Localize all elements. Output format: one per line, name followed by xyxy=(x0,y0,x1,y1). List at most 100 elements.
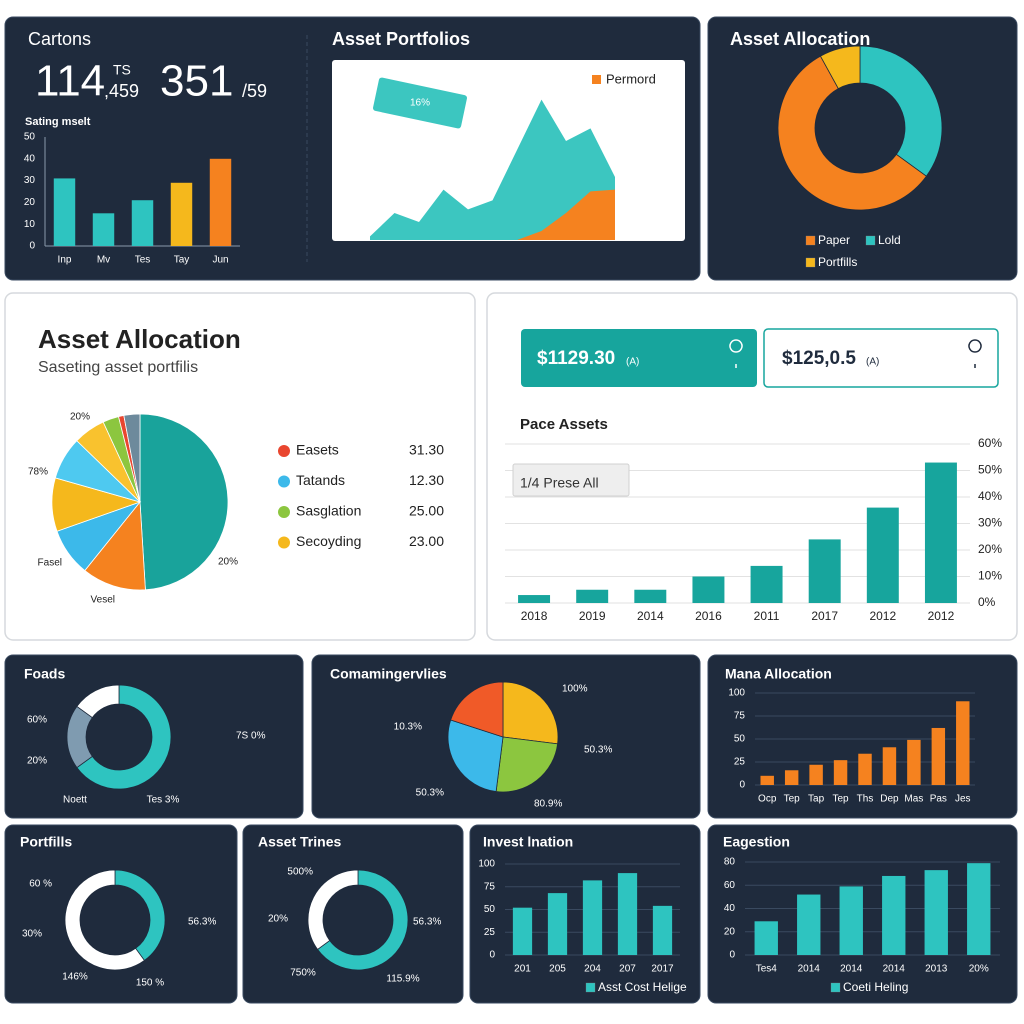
bar xyxy=(956,701,970,785)
x-tick-label: Inp xyxy=(58,255,72,266)
y-tick-label: 0% xyxy=(978,595,996,609)
x-tick-label: 2012 xyxy=(928,609,955,623)
legend-swatch xyxy=(865,235,876,246)
slice xyxy=(76,684,172,790)
y-tick-label: 0 xyxy=(29,241,35,252)
bar xyxy=(634,589,667,603)
x-tick-label: 2019 xyxy=(579,609,606,623)
bar xyxy=(617,873,638,955)
slice xyxy=(502,681,559,745)
x-tick-label: 2017 xyxy=(651,964,674,975)
y-tick-label: 10 xyxy=(24,219,36,230)
slice xyxy=(76,684,120,719)
kpi-title: Cartons xyxy=(28,29,91,49)
chart-subtitle: Saseting asset portfilis xyxy=(38,359,198,376)
legend-swatch xyxy=(805,257,816,268)
x-tick-label: Tap xyxy=(808,794,825,805)
legend-label: Coeti Heling xyxy=(843,980,908,994)
slice xyxy=(307,869,359,950)
bar xyxy=(808,539,841,603)
bar xyxy=(882,875,906,955)
legend-label: Lold xyxy=(878,233,901,247)
x-tick-label: 2017 xyxy=(811,609,838,623)
bar xyxy=(131,200,154,246)
legend-label: Paper xyxy=(818,233,850,247)
x-tick-label: Tes xyxy=(135,255,151,266)
annotation: 150 % xyxy=(136,978,164,989)
x-tick-label: Mv xyxy=(97,255,110,266)
annotation: 60 % xyxy=(29,879,52,890)
bar xyxy=(53,178,76,246)
slice xyxy=(819,45,861,90)
annotation: 750% xyxy=(290,968,316,979)
bar xyxy=(924,870,948,955)
annotation: 7S 0% xyxy=(236,731,266,742)
bar xyxy=(692,576,725,603)
kpi-sub: /59 xyxy=(242,81,267,101)
slice xyxy=(495,736,559,793)
bar xyxy=(518,595,551,603)
legend-value: 25.00 xyxy=(409,503,444,519)
bar xyxy=(839,886,863,955)
kpi-sub: ,459 xyxy=(104,81,139,101)
legend-swatch xyxy=(592,75,601,84)
x-tick-label: 2014 xyxy=(840,964,863,975)
bar xyxy=(512,907,533,955)
kpi-value: 351 xyxy=(160,57,233,106)
x-tick-label: 207 xyxy=(619,964,636,975)
bar xyxy=(797,894,821,955)
annotation: 80.9% xyxy=(534,799,562,810)
annotation: 56.3% xyxy=(413,917,441,928)
legend-dot xyxy=(278,506,290,518)
annotation: 50.3% xyxy=(416,788,444,799)
x-tick-label: 2018 xyxy=(521,609,548,623)
kpi-card-unit: (A) xyxy=(866,357,879,368)
legend-dot xyxy=(278,445,290,457)
icon xyxy=(968,339,982,368)
y-tick-label: 50 xyxy=(24,132,36,143)
legend-dot xyxy=(278,475,290,488)
y-tick-label: 100 xyxy=(728,688,745,699)
y-tick-label: 50 xyxy=(734,734,746,745)
x-tick-label: 2012 xyxy=(869,609,896,623)
legend-value: 12.30 xyxy=(409,472,444,488)
x-tick-label: Jes xyxy=(955,794,971,805)
x-tick-label: Ocp xyxy=(758,794,777,805)
annotation: 78% xyxy=(28,467,48,478)
y-tick-label: 40% xyxy=(978,489,1002,503)
y-tick-label: 75 xyxy=(734,711,746,722)
chart-title: Sating mselt xyxy=(25,116,91,128)
bar xyxy=(931,727,946,785)
bar xyxy=(582,880,603,955)
bar xyxy=(907,739,921,785)
panel xyxy=(4,824,238,1004)
legend-value: 23.00 xyxy=(409,533,444,549)
bar xyxy=(784,770,799,785)
annotation: Tes 3% xyxy=(147,795,180,806)
y-tick-label: 50 xyxy=(484,904,496,915)
chart-title: Eagestion xyxy=(723,834,790,850)
bar xyxy=(750,565,783,603)
bar xyxy=(833,760,848,785)
slice xyxy=(316,869,409,971)
slice xyxy=(84,500,146,591)
annotation: 16% xyxy=(410,98,430,109)
kpi-card-unit: (A) xyxy=(626,357,639,368)
bar xyxy=(576,589,609,603)
slice xyxy=(123,413,141,503)
annotation: 20% xyxy=(27,756,47,767)
bar xyxy=(809,764,823,785)
chart-title: Comamingervlies xyxy=(330,666,447,682)
x-tick-label: 2013 xyxy=(925,964,948,975)
x-tick-label: 205 xyxy=(549,964,566,975)
y-tick-label: 50% xyxy=(978,463,1002,477)
annotation-box xyxy=(512,463,630,497)
annotation: Fasel xyxy=(38,558,62,569)
kpi-value: 114 xyxy=(35,57,105,106)
chart-title: Asset Trines xyxy=(258,834,341,850)
chart-title: Foads xyxy=(24,666,65,682)
area xyxy=(370,99,615,240)
legend-label: Secoyding xyxy=(296,533,361,549)
annotation: 115.9% xyxy=(386,974,419,985)
